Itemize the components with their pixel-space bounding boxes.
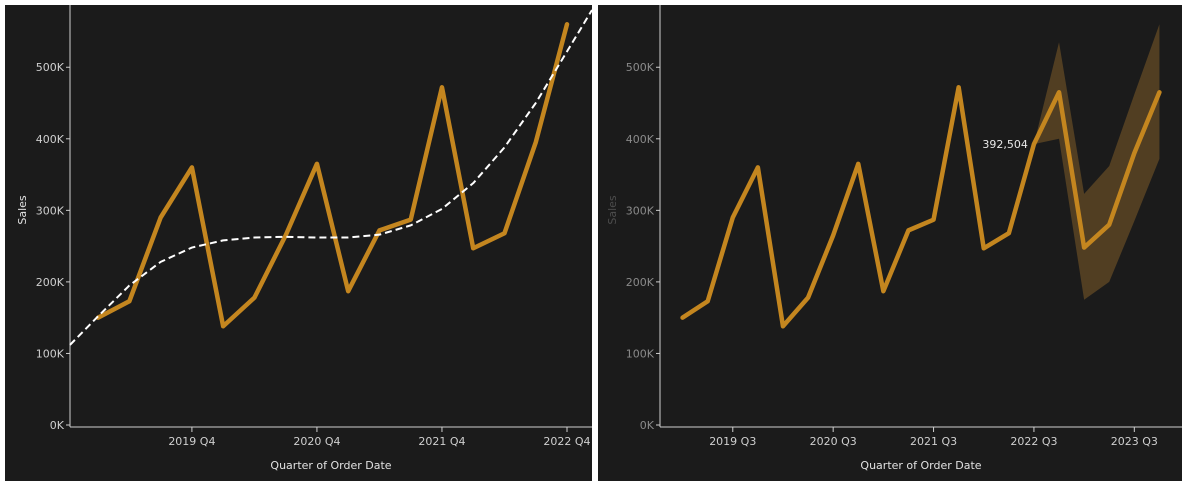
forecast-band — [1033, 24, 1160, 300]
data-label: 392,504 — [982, 138, 1027, 151]
y-tick-label: 400K — [36, 133, 65, 146]
y-axis-title: Sales — [16, 195, 29, 225]
x-tick-label: 2020 Q4 — [293, 435, 340, 448]
x-axis-title: Quarter of Order Date — [270, 459, 391, 472]
sales-trend-chart: 0K 100K 200K 300K 400K 500K 2019 Q4 2020 Q4 2021… — [16, 5, 593, 472]
x-tick-label: 2019 Q3 — [709, 435, 756, 448]
x-axis-title: Quarter of Order Date — [860, 459, 981, 472]
y-tick-label: 200K — [626, 276, 655, 289]
sales-forecast-chart: 0K 100K 200K 300K 400K 500K 2019 Q3 2020 Q3 2021… — [606, 5, 1182, 472]
y-axis-title: Sales — [606, 195, 619, 225]
sales-line — [95, 22, 570, 329]
y-tick-label: 300K — [36, 204, 65, 217]
x-tick-label: 2022 Q4 — [543, 435, 590, 448]
y-tick-label: 300K — [626, 204, 655, 217]
x-tick-label: 2019 Q4 — [168, 435, 215, 448]
chart-panel-right: 0K 100K 200K 300K 400K 500K 2019 Q3 2020 Q3 2021… — [598, 5, 1182, 481]
trend-line — [69, 9, 593, 346]
x-tick-label: 2022 Q3 — [1010, 435, 1057, 448]
y-tick-label: 500K — [36, 61, 65, 74]
x-tick-label: 2023 Q3 — [1111, 435, 1158, 448]
x-tick-label: 2020 Q3 — [810, 435, 857, 448]
sales-line — [680, 85, 1162, 329]
y-tick-label: 0K — [50, 419, 65, 432]
y-tick-label: 100K — [36, 347, 65, 360]
y-tick-label: 200K — [36, 276, 65, 289]
x-tick-label: 2021 Q4 — [418, 435, 465, 448]
y-tick-label: 400K — [626, 133, 655, 146]
y-tick-label: 100K — [626, 347, 655, 360]
x-tick-label: 2021 Q3 — [910, 435, 957, 448]
chart-panel-left: 0K 100K 200K 300K 400K 500K 2019 Q4 2020 Q4 2021… — [5, 5, 593, 481]
y-tick-label: 500K — [626, 61, 655, 74]
y-tick-label: 0K — [640, 419, 655, 432]
